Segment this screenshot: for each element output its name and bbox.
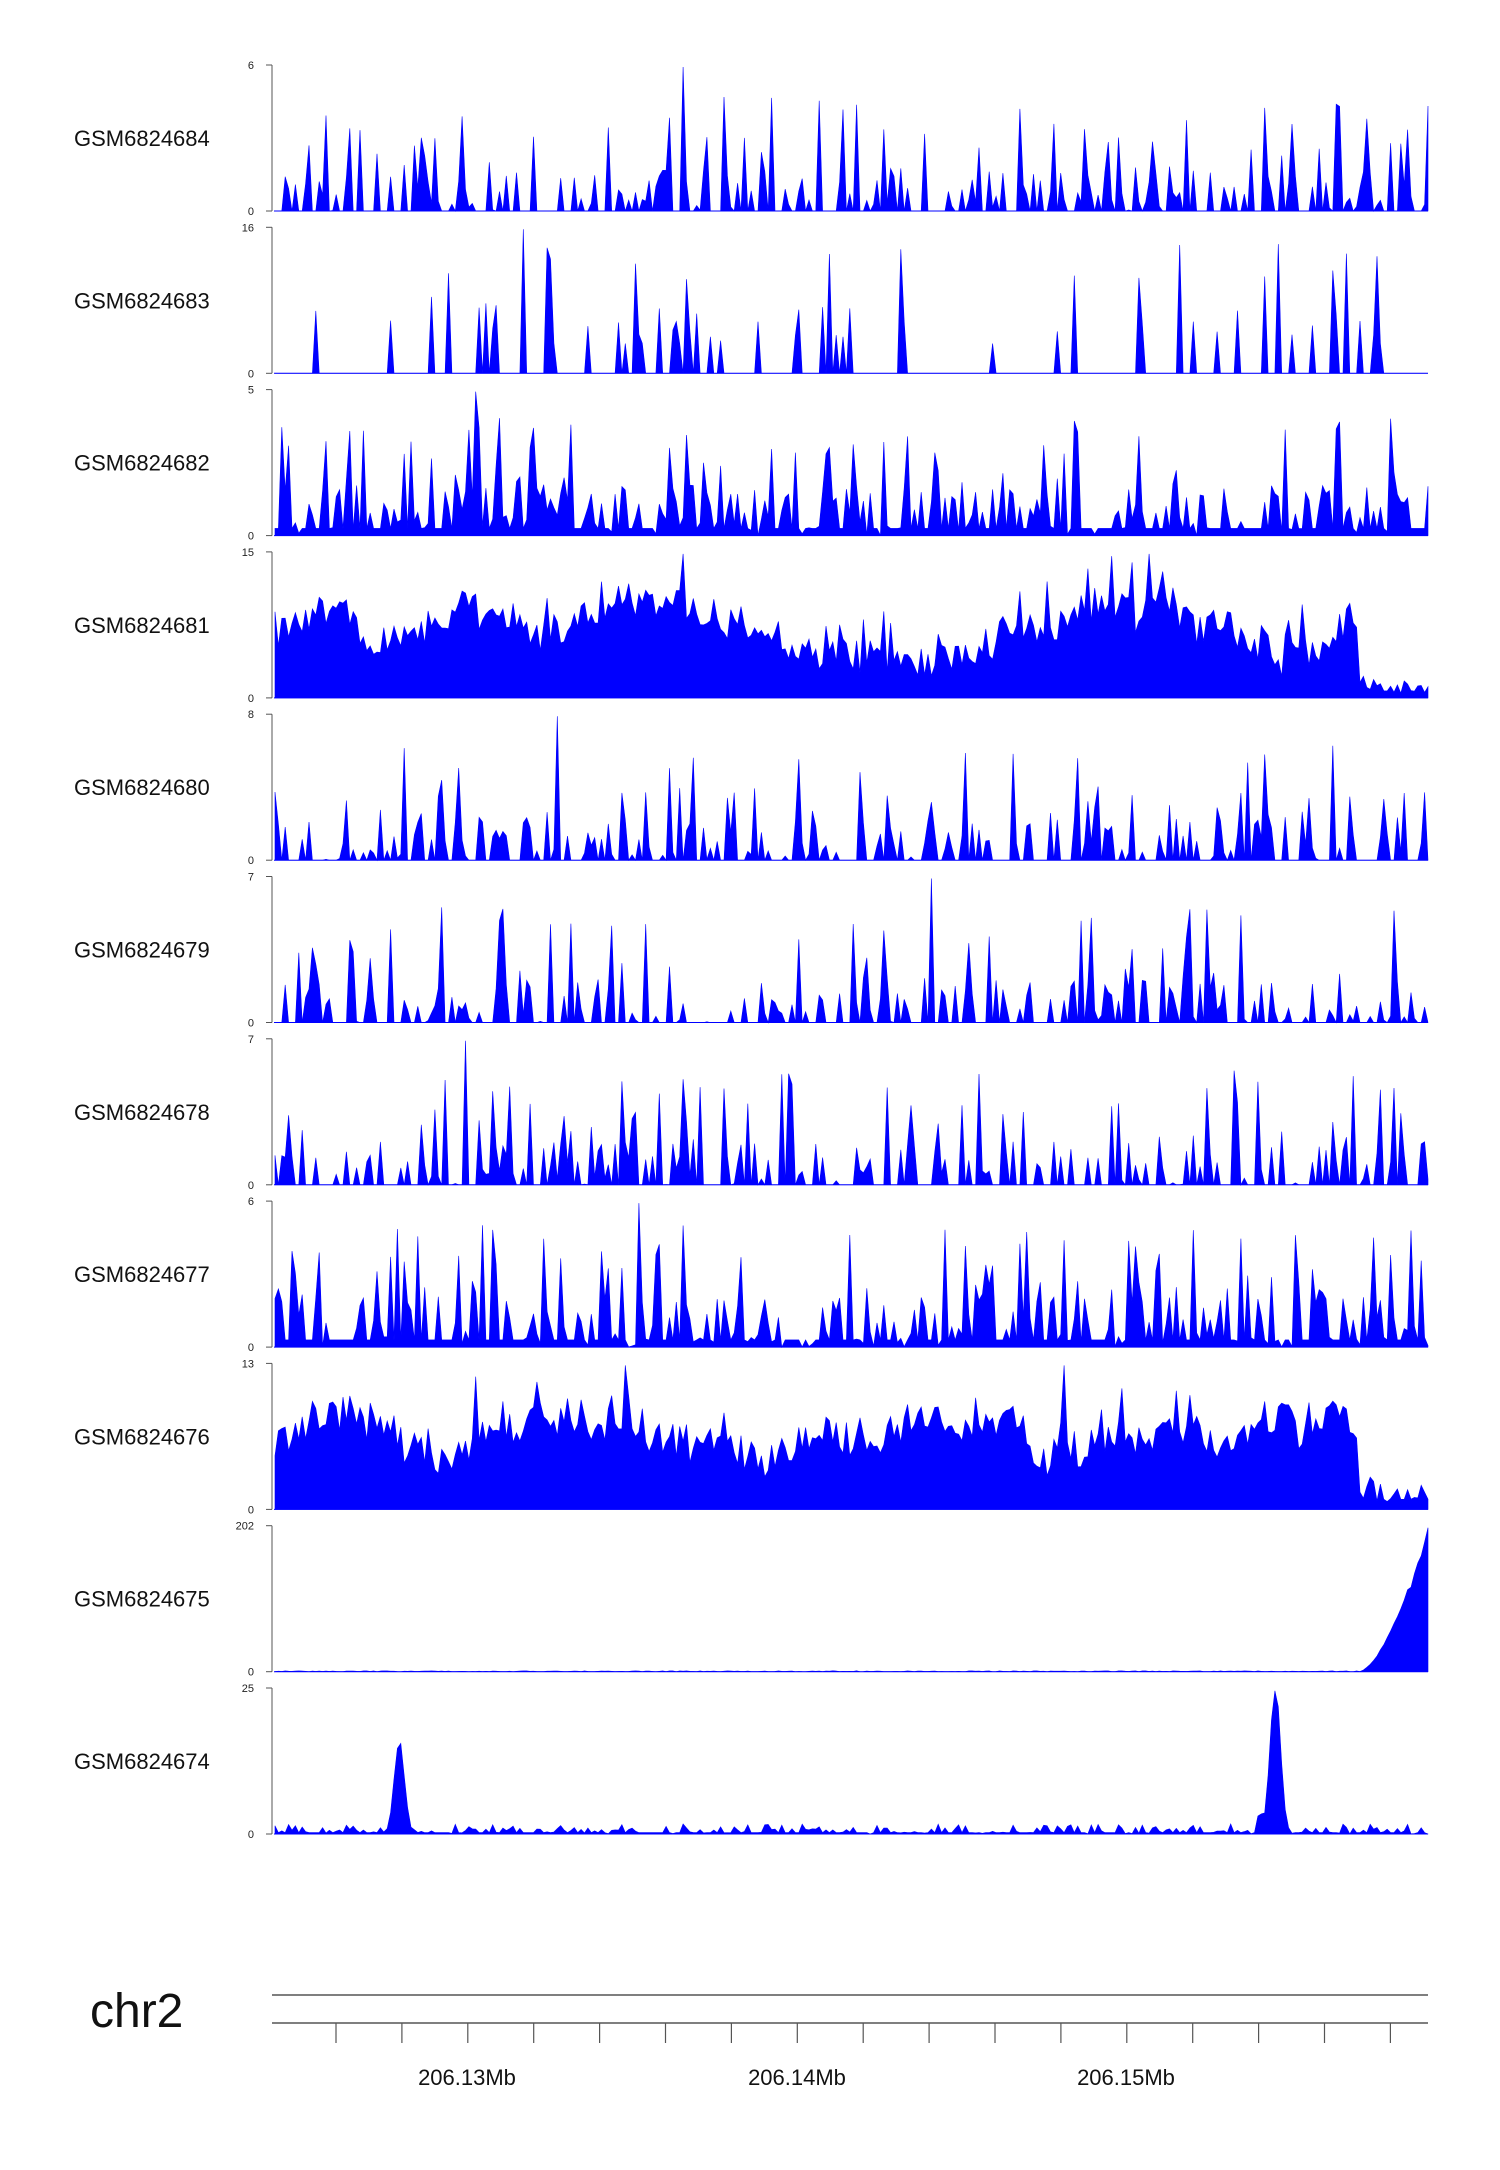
y-min-label: 0	[248, 206, 254, 218]
y-min-label: 0	[248, 693, 254, 705]
coverage-area	[274, 553, 1429, 699]
x-tick-label-1: 206.13Mb	[418, 2065, 516, 2090]
y-min-label: 0	[248, 1180, 254, 1192]
y-max-label: 5	[248, 385, 254, 397]
y-min-label: 0	[248, 1342, 254, 1354]
y-max-label: 7	[248, 872, 254, 884]
y-min-label: 0	[248, 1504, 254, 1516]
coverage-area	[275, 229, 1428, 374]
y-min-label: 0	[248, 855, 254, 867]
track-GSM6824675: GSM6824675 202 0	[74, 1521, 1429, 1679]
track-label: GSM6824675	[74, 1587, 210, 1612]
track-label: GSM6824677	[74, 1262, 210, 1287]
coverage-area	[275, 66, 1429, 213]
y-max-label: 8	[248, 709, 254, 721]
x-tick-label-3: 206.15Mb	[1077, 2065, 1175, 2090]
y-max-label: 6	[248, 60, 254, 72]
genomic-axis: chr2 206.13Mb 206.14Mb 206.15Mb	[90, 1985, 1428, 2090]
coverage-area	[274, 1527, 1429, 1673]
track-label: GSM6824676	[74, 1424, 210, 1449]
track-GSM6824676: GSM6824676 13 0	[74, 1358, 1429, 1516]
coverage-area	[274, 1040, 1429, 1186]
coverage-area	[274, 391, 1429, 536]
track-GSM6824674: GSM6824674 25 0	[74, 1683, 1429, 1841]
y-max-label: 202	[236, 1521, 254, 1533]
y-max-label: 7	[248, 1034, 254, 1046]
coverage-area	[274, 1690, 1429, 1835]
y-max-label: 6	[248, 1196, 254, 1208]
track-GSM6824680: GSM6824680 8 0	[74, 709, 1429, 867]
y-max-label: 13	[242, 1358, 254, 1370]
track-GSM6824681: GSM6824681 15 0	[74, 547, 1429, 705]
coverage-area	[274, 1365, 1429, 1510]
track-label: GSM6824684	[74, 126, 210, 151]
track-GSM6824677: GSM6824677 6 0	[74, 1196, 1429, 1354]
track-GSM6824678: GSM6824678 7 0	[74, 1034, 1429, 1192]
track-label: GSM6824679	[74, 938, 210, 963]
y-min-label: 0	[248, 1829, 254, 1841]
track-label: GSM6824683	[74, 288, 210, 313]
coverage-area	[275, 878, 1429, 1024]
track-label: GSM6824678	[74, 1100, 210, 1125]
y-max-label: 16	[242, 222, 254, 234]
y-max-label: 25	[242, 1683, 254, 1695]
coverage-area	[274, 1203, 1429, 1349]
track-label: GSM6824674	[74, 1749, 210, 1774]
y-min-label: 0	[248, 1018, 254, 1030]
y-min-label: 0	[248, 531, 254, 543]
chromosome-label: chr2	[90, 1985, 183, 2038]
track-label: GSM6824682	[74, 451, 210, 476]
track-GSM6824682: GSM6824682 5 0	[74, 385, 1429, 543]
track-GSM6824683: GSM6824683 16 0	[74, 222, 1428, 380]
coverage-area	[274, 716, 1429, 862]
track-GSM6824679: GSM6824679 7 0	[74, 872, 1429, 1030]
x-tick-label-2: 206.14Mb	[748, 2065, 846, 2090]
y-min-label: 0	[248, 368, 254, 380]
axis-ticks	[335, 2023, 1392, 2043]
track-GSM6824684: GSM6824684 6 0	[74, 60, 1429, 218]
y-max-label: 15	[242, 547, 254, 559]
y-min-label: 0	[248, 1667, 254, 1679]
track-label: GSM6824680	[74, 775, 210, 800]
track-label: GSM6824681	[74, 613, 210, 638]
tracks-layer: GSM682468460GSM6824683160GSM682468250GSM…	[74, 60, 1429, 1841]
